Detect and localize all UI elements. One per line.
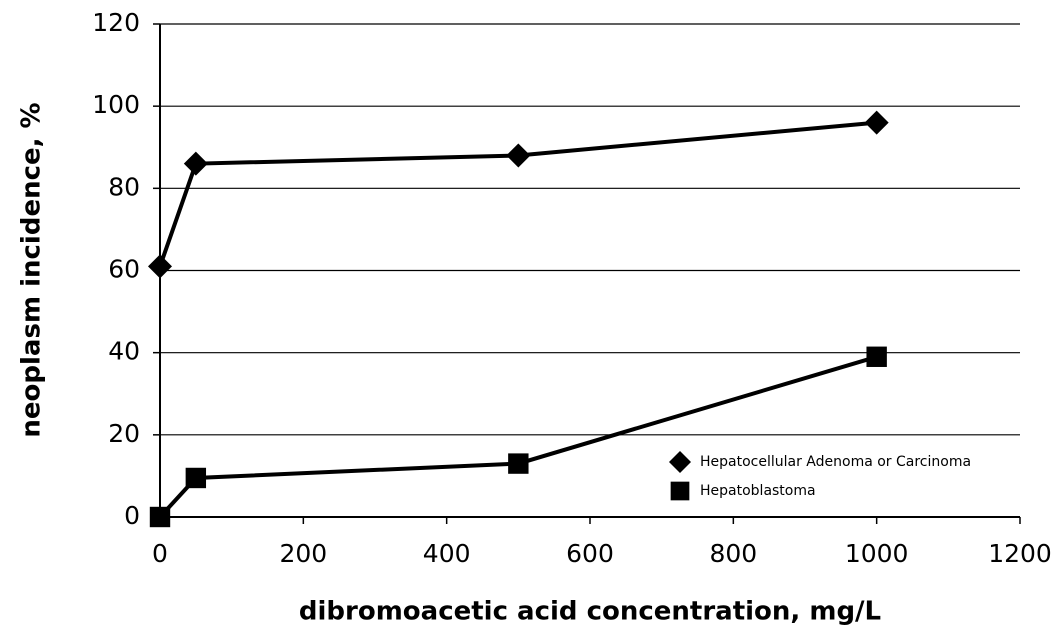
x-tick-label: 400 [423,539,471,568]
y-tick-label: 0 [124,501,140,530]
x-tick-label: 800 [709,539,757,568]
x-tick-label: 0 [152,539,168,568]
x-tick-label: 1200 [988,539,1052,568]
y-tick-label: 80 [108,172,140,201]
y-tick-label: 40 [108,337,140,366]
legend-label: Hepatoblastoma [700,483,816,499]
x-tick-label: 600 [566,539,614,568]
y-tick-label: 20 [108,419,140,448]
legend-marker [669,451,691,473]
data-point [508,453,529,474]
series-line [158,120,877,268]
y-axis-label: neoplasm incidence, % [17,102,47,437]
x-tick-label: 200 [279,539,327,568]
data-point [864,110,889,135]
y-tick-label: 120 [92,8,140,37]
x-axis-label: dibromoacetic acid concentration, mg/L [299,597,881,627]
y-tick-label: 100 [92,90,140,119]
data-point [506,143,531,168]
data-point [148,254,172,279]
legend-marker [670,481,690,501]
x-tick-label: 1000 [845,539,909,568]
legend-label: Hepatocellular Adenoma or Carcinoma [700,454,971,470]
data-point [185,467,207,489]
data-point [866,346,887,367]
y-tick-label: 60 [108,255,140,284]
data-point [183,151,208,176]
data-point [149,506,171,528]
series-line [158,354,878,519]
